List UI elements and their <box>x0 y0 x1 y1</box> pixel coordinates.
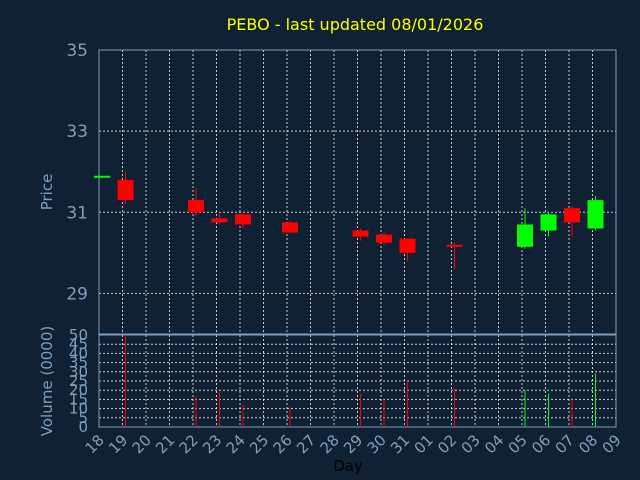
candle-body <box>376 234 392 243</box>
candle-body <box>540 214 557 231</box>
x-tick-label: 05 <box>505 431 531 457</box>
x-tick-label: 06 <box>528 431 554 457</box>
x-tick-label: 20 <box>129 431 155 457</box>
volume-tick-label: 25 <box>69 372 88 390</box>
x-tick-label: 02 <box>434 431 460 457</box>
chart-title: PEBO - last updated 08/01/2026 <box>227 15 484 34</box>
candle-body <box>564 208 580 223</box>
volume-tick-label: 50 <box>69 326 88 344</box>
price-tick-label: 33 <box>66 122 88 142</box>
price-axis-label: Price <box>38 174 56 211</box>
x-tick-label: 08 <box>575 431 601 457</box>
x-tick-label: 19 <box>105 431 131 457</box>
x-axis-label: Day <box>333 457 363 475</box>
candle-body <box>94 175 110 178</box>
volume-bars <box>125 335 596 427</box>
price-axis: 35 33 31 29 <box>66 41 88 304</box>
price-panel-frame <box>98 49 617 335</box>
candle-body <box>517 224 533 247</box>
volume-tick-label: 5 <box>78 409 88 427</box>
candle-body <box>352 230 369 237</box>
x-tick-label: 22 <box>176 431 202 457</box>
x-tick-label: 30 <box>364 431 390 457</box>
candle-body <box>188 200 204 213</box>
x-axis: 1819202122232425262728293031010203040506… <box>82 431 625 457</box>
volume-panel-frame <box>98 334 617 428</box>
volume-tick-label: 20 <box>69 381 88 399</box>
x-tick-label: 25 <box>246 431 272 457</box>
x-tick-label: 27 <box>293 431 319 457</box>
x-tick-label: 03 <box>458 431 484 457</box>
x-tick-label: 26 <box>270 431 296 457</box>
price-grid <box>99 50 616 334</box>
price-tick-label: 29 <box>66 284 88 304</box>
x-tick-label: 01 <box>411 431 437 457</box>
volume-tick-label: 45 <box>69 335 88 353</box>
volume-tick-label: 15 <box>69 390 88 408</box>
volume-tick-label: 35 <box>69 354 88 372</box>
price-tick-label: 31 <box>66 203 88 223</box>
volume-tick-label: 0 <box>78 418 88 436</box>
volume-tick-label: 10 <box>69 400 88 418</box>
candle-body <box>399 238 416 253</box>
candles <box>94 171 604 270</box>
candle-body <box>211 218 228 223</box>
price-tick-label: 35 <box>66 41 88 61</box>
volume-axis-label: Volume (0000) <box>38 326 56 436</box>
candle-body <box>282 222 298 233</box>
x-tick-label: 23 <box>199 431 225 457</box>
volume-tick-label: 30 <box>69 363 88 381</box>
volume-grid <box>99 335 616 427</box>
candle-body <box>446 244 463 247</box>
candle-body <box>587 200 604 229</box>
x-tick-label: 28 <box>317 431 343 457</box>
x-tick-label: 24 <box>223 431 249 457</box>
candle-body <box>117 179 134 201</box>
x-tick-label: 29 <box>340 431 366 457</box>
x-tick-label: 21 <box>152 431 178 457</box>
x-tick-label: 09 <box>599 431 625 457</box>
volume-tick-label: 40 <box>69 344 88 362</box>
x-tick-label: 31 <box>387 431 413 457</box>
candle-body <box>235 214 251 225</box>
x-tick-label: 04 <box>481 431 507 457</box>
x-tick-label: 07 <box>552 431 578 457</box>
